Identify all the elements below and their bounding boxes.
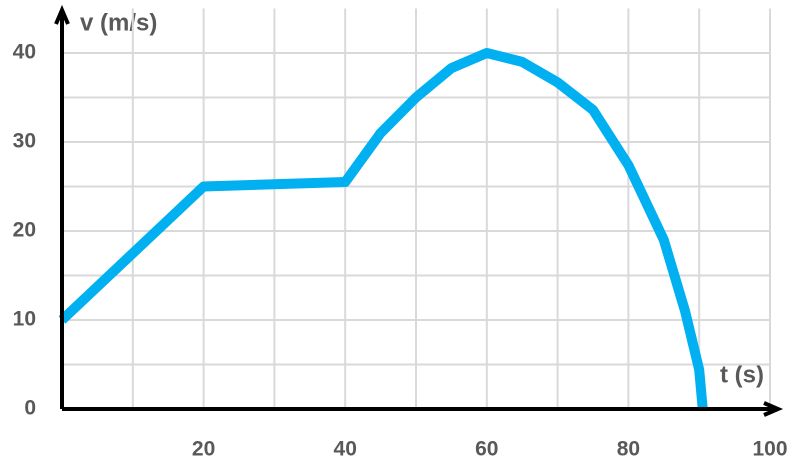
y-axis-title: v (m/s) <box>80 9 157 36</box>
x-axis <box>62 401 784 417</box>
x-tick-label: 80 <box>617 438 640 461</box>
y-tick-label: 30 <box>13 130 36 153</box>
y-tick-label: 40 <box>13 41 36 64</box>
x-axis-title: t (s) <box>720 361 764 388</box>
x-tick-label: 40 <box>334 438 357 461</box>
x-tick-label: 20 <box>192 438 215 461</box>
x-tick-label: 100 <box>752 438 787 461</box>
x-tick-label: 60 <box>475 438 498 461</box>
data-line <box>58 48 708 410</box>
y-axis <box>54 4 70 409</box>
y-tick-label: 10 <box>13 308 36 331</box>
y-tick-label: 0 <box>24 397 36 420</box>
y-tick-label: 20 <box>13 219 36 242</box>
